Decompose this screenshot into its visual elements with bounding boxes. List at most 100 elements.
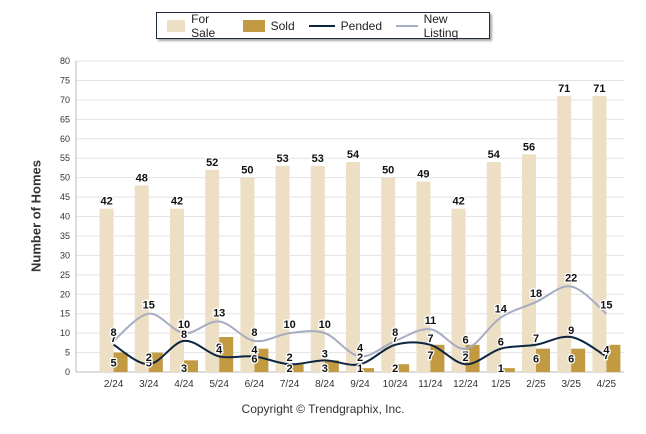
data-label-for-sale: 52	[206, 157, 218, 169]
data-label-for-sale: 71	[558, 83, 570, 95]
data-label-sold: 5	[146, 358, 152, 370]
data-label-sold: 7	[427, 350, 433, 362]
y-tick-label: 0	[65, 367, 70, 377]
chart-legend: For Sale Sold Pended New Listing	[156, 11, 490, 40]
x-tick-label: 4/25	[597, 379, 617, 390]
data-label-sold: 7	[603, 350, 609, 362]
data-label-new-listing: 14	[495, 304, 508, 316]
x-tick-label: 1/25	[491, 379, 511, 390]
legend-swatch-for-sale	[167, 19, 186, 32]
data-label-new-listing: 13	[213, 307, 225, 319]
bar-sold	[536, 348, 550, 372]
data-label-sold: 3	[322, 363, 328, 375]
bar-for-sale	[451, 208, 466, 372]
x-tick-label: 8/24	[315, 379, 335, 390]
bar-for-sale	[381, 177, 396, 372]
data-label-pended: 4	[216, 344, 223, 356]
y-tick-label: 25	[60, 270, 70, 280]
x-tick-label: 10/24	[383, 379, 408, 390]
x-tick-label: 9/24	[350, 379, 370, 390]
bar-for-sale	[134, 185, 149, 372]
bar-for-sale	[592, 95, 607, 373]
data-label-new-listing: 15	[600, 300, 612, 312]
x-tick-label: 5/24	[209, 379, 229, 390]
bar-sold	[184, 360, 198, 372]
data-label-pended: 7	[427, 333, 433, 345]
data-label-pended: 7	[111, 333, 117, 345]
x-tick-label: 7/24	[280, 379, 300, 390]
data-label-new-listing: 6	[463, 335, 469, 347]
data-label-sold: 1	[498, 363, 504, 375]
data-label-for-sale: 53	[276, 153, 288, 165]
bar-sold	[113, 352, 128, 372]
data-label-sold: 2	[287, 363, 293, 375]
legend-label-pended: Pended	[340, 18, 383, 33]
bar-for-sale	[416, 181, 431, 372]
line-pended	[113, 335, 607, 366]
y-tick-label: 55	[60, 153, 70, 163]
legend-item-pended: Pended	[308, 18, 383, 33]
data-label-new-listing: 10	[178, 319, 190, 331]
data-label-for-sale: 71	[593, 83, 605, 95]
data-label-pended: 7	[392, 333, 398, 345]
data-label-for-sale: 56	[523, 141, 535, 153]
data-label-pended: 6	[498, 337, 504, 349]
data-label-for-sale: 54	[488, 149, 501, 161]
bar-sold	[360, 368, 374, 372]
y-tick-label: 40	[60, 212, 70, 222]
data-label-pended: 7	[533, 333, 539, 345]
legend-label-sold: Sold	[270, 18, 295, 33]
bar-for-sale	[275, 165, 290, 372]
data-label-pended: 2	[463, 352, 469, 364]
data-label-pended: 9	[568, 325, 574, 337]
data-label-new-listing: 8	[111, 327, 117, 339]
data-label-sold: 6	[251, 354, 257, 366]
legend-label-new-listing: New Listing	[423, 11, 459, 40]
data-label-sold: 1	[357, 363, 363, 375]
data-label-for-sale: 42	[100, 196, 112, 208]
x-tick-label: 11/24	[418, 379, 443, 390]
x-tick-label: 2/25	[526, 379, 546, 390]
legend-item-for-sale: For Sale	[167, 12, 229, 40]
bar-sold	[500, 368, 515, 372]
bar-sold	[254, 348, 269, 372]
x-tick-label: 4/24	[174, 379, 194, 390]
y-tick-label: 60	[60, 134, 70, 144]
data-label-pended: 2	[287, 352, 293, 364]
data-label-new-listing: 8	[251, 327, 257, 339]
bar-sold	[606, 344, 621, 372]
y-tick-label: 50	[60, 173, 70, 183]
data-label-for-sale: 48	[136, 172, 148, 184]
data-label-for-sale: 54	[347, 149, 360, 161]
y-axis-title: Number of Homes	[28, 160, 44, 272]
data-label-for-sale: 42	[171, 196, 183, 208]
x-tick-label: 2/24	[104, 379, 124, 390]
x-tick-label: 12/24	[453, 379, 478, 390]
x-tick-label: 3/25	[561, 379, 581, 390]
bar-for-sale	[99, 208, 114, 372]
bar-sold	[395, 364, 410, 372]
y-tick-label: 65	[60, 114, 70, 124]
data-label-sold: 6	[533, 354, 539, 366]
data-label-for-sale: 53	[312, 153, 324, 165]
y-tick-label: 20	[60, 289, 70, 299]
x-tick-label: 3/24	[139, 379, 159, 390]
data-label-new-listing: 22	[565, 272, 577, 284]
data-label-pended: 2	[146, 352, 152, 364]
line-new-listing	[112, 285, 608, 358]
legend-swatch-new-listing	[396, 24, 418, 27]
bar-sold	[289, 364, 304, 372]
data-label-sold: 6	[568, 354, 574, 366]
y-tick-label: 10	[60, 328, 70, 338]
legend-swatch-sold	[242, 19, 265, 32]
bar-sold	[324, 360, 339, 372]
bar-for-sale	[522, 154, 536, 372]
bar-for-sale	[346, 162, 360, 372]
data-label-pended: 4	[251, 344, 258, 356]
data-label-pended: 2	[357, 352, 363, 364]
data-label-new-listing: 8	[392, 327, 398, 339]
y-tick-label: 15	[60, 309, 70, 319]
bar-for-sale	[310, 165, 325, 372]
bar-for-sale	[240, 177, 255, 372]
